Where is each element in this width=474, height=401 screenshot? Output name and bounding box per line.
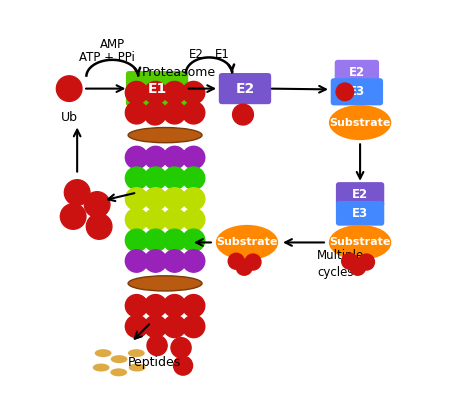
Circle shape <box>145 209 167 231</box>
Text: Multiple
cycles: Multiple cycles <box>317 249 364 279</box>
Text: E1: E1 <box>214 48 229 61</box>
Circle shape <box>350 259 365 275</box>
Text: E3: E3 <box>349 85 365 98</box>
Ellipse shape <box>95 349 111 357</box>
Circle shape <box>182 188 205 210</box>
Circle shape <box>164 146 186 169</box>
Ellipse shape <box>128 276 202 291</box>
Circle shape <box>145 188 167 210</box>
Circle shape <box>228 253 244 269</box>
Circle shape <box>125 250 148 272</box>
Circle shape <box>182 250 205 272</box>
Circle shape <box>125 229 148 251</box>
Circle shape <box>164 101 186 124</box>
Circle shape <box>182 315 205 338</box>
Circle shape <box>164 209 186 231</box>
Text: Substrate: Substrate <box>329 237 391 247</box>
Circle shape <box>145 101 167 124</box>
Circle shape <box>171 338 191 358</box>
Ellipse shape <box>93 364 109 372</box>
Circle shape <box>145 81 167 104</box>
Circle shape <box>182 167 205 189</box>
FancyBboxPatch shape <box>219 73 271 104</box>
Circle shape <box>182 229 205 251</box>
Circle shape <box>125 146 148 169</box>
Text: Substrate: Substrate <box>216 237 278 247</box>
Text: E1: E1 <box>147 82 167 95</box>
Circle shape <box>182 146 205 169</box>
Ellipse shape <box>111 355 128 363</box>
Circle shape <box>233 104 254 125</box>
Circle shape <box>147 335 167 356</box>
Text: E2: E2 <box>352 188 368 201</box>
Circle shape <box>182 101 205 124</box>
Circle shape <box>145 295 167 317</box>
Circle shape <box>86 214 112 239</box>
Ellipse shape <box>128 349 145 357</box>
Circle shape <box>342 253 358 269</box>
Circle shape <box>56 76 82 101</box>
FancyBboxPatch shape <box>336 201 384 226</box>
Circle shape <box>60 204 86 229</box>
Circle shape <box>164 250 186 272</box>
Circle shape <box>164 315 186 338</box>
Circle shape <box>125 315 148 338</box>
Text: E3: E3 <box>352 207 368 220</box>
Text: E2: E2 <box>236 82 255 95</box>
Text: ATP + PPi: ATP + PPi <box>79 51 135 64</box>
FancyBboxPatch shape <box>336 182 384 207</box>
Circle shape <box>125 167 148 189</box>
Circle shape <box>145 229 167 251</box>
Circle shape <box>125 295 148 317</box>
Ellipse shape <box>128 128 202 143</box>
Circle shape <box>182 81 205 104</box>
Circle shape <box>64 180 90 205</box>
Circle shape <box>236 259 252 275</box>
Ellipse shape <box>110 369 127 376</box>
Circle shape <box>164 229 186 251</box>
Ellipse shape <box>329 225 391 260</box>
FancyBboxPatch shape <box>126 71 188 106</box>
Text: E2: E2 <box>349 66 365 79</box>
Circle shape <box>145 167 167 189</box>
Ellipse shape <box>329 105 391 140</box>
Circle shape <box>145 104 165 125</box>
Text: E2: E2 <box>189 48 204 61</box>
Ellipse shape <box>216 225 278 260</box>
Circle shape <box>164 188 186 210</box>
Circle shape <box>336 83 354 101</box>
FancyBboxPatch shape <box>331 78 383 105</box>
Circle shape <box>358 254 374 270</box>
Circle shape <box>182 295 205 317</box>
Text: Substrate: Substrate <box>329 117 391 128</box>
Circle shape <box>245 254 261 270</box>
Circle shape <box>164 81 186 104</box>
FancyBboxPatch shape <box>335 60 379 85</box>
Text: Proteasome: Proteasome <box>142 66 216 79</box>
Circle shape <box>125 209 148 231</box>
Circle shape <box>145 250 167 272</box>
Circle shape <box>182 209 205 231</box>
Ellipse shape <box>129 364 146 372</box>
Circle shape <box>164 295 186 317</box>
Text: AMP: AMP <box>100 38 125 51</box>
Circle shape <box>125 188 148 210</box>
Circle shape <box>125 101 148 124</box>
Text: Ub: Ub <box>61 111 78 124</box>
Circle shape <box>84 192 110 217</box>
Circle shape <box>164 167 186 189</box>
Circle shape <box>145 315 167 338</box>
Circle shape <box>145 146 167 169</box>
Circle shape <box>173 356 192 375</box>
Circle shape <box>125 81 148 104</box>
Text: Peptides: Peptides <box>127 356 181 369</box>
